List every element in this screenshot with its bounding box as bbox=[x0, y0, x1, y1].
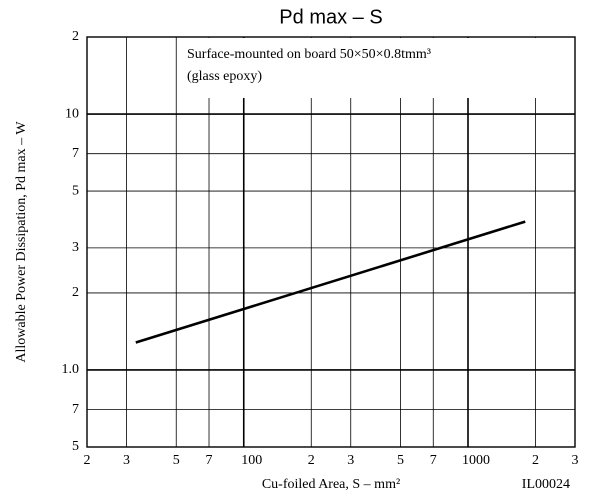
annotation: Surface-mounted on board 50×50×0.8tmm³ bbox=[187, 47, 431, 62]
y-tick-label: 1.0 bbox=[62, 362, 80, 377]
x-tick-label: 1000 bbox=[462, 453, 490, 468]
line-series bbox=[135, 220, 526, 344]
x-tick-label: 3 bbox=[572, 453, 579, 468]
annotation: (glass epoxy) bbox=[187, 69, 262, 84]
figure-code: IL00024 bbox=[522, 477, 570, 492]
y-tick-label: 2 bbox=[72, 285, 79, 300]
x-tick-label: 100 bbox=[241, 453, 262, 468]
x-tick-label: 2 bbox=[308, 453, 315, 468]
y-tick-label: 5 bbox=[72, 439, 79, 454]
x-tick-label: 7 bbox=[206, 453, 213, 468]
x-tick-label: 5 bbox=[173, 453, 180, 468]
x-tick-label: 3 bbox=[347, 453, 354, 468]
x-tick-label: 7 bbox=[430, 453, 437, 468]
y-axis-label: Allowable Power Dissipation, Pd max – W bbox=[14, 121, 29, 363]
x-tick-label: 5 bbox=[397, 453, 404, 468]
x-tick-label: 2 bbox=[84, 453, 91, 468]
y-tick-label: 5 bbox=[72, 183, 79, 198]
y-tick-label: 10 bbox=[65, 106, 79, 121]
x-tick-label: 3 bbox=[123, 453, 130, 468]
chart-title: Pd max – S bbox=[279, 6, 382, 28]
x-tick-label: 2 bbox=[532, 453, 539, 468]
y-tick-label: 7 bbox=[72, 146, 79, 161]
x-axis-label: Cu-foiled Area, S – mm² bbox=[262, 477, 400, 492]
y-tick-label: 2 bbox=[72, 29, 79, 44]
y-tick-label: 3 bbox=[72, 240, 79, 255]
annotation-box bbox=[181, 38, 574, 98]
y-tick-label: 7 bbox=[72, 402, 79, 417]
plot-frame bbox=[86, 36, 576, 448]
